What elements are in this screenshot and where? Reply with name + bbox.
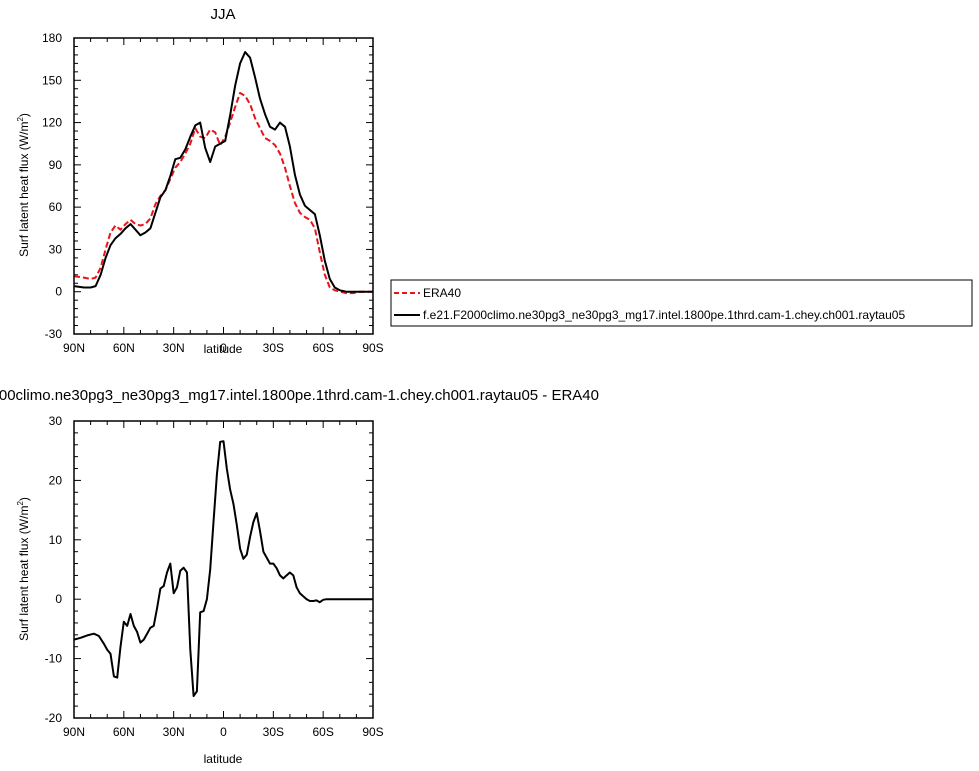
top-y-tick-label: 180: [42, 31, 62, 45]
top-x-axis-label: latitude: [204, 342, 243, 356]
top-chart-title: JJA: [210, 6, 235, 23]
bottom-y-tick-label: 30: [49, 414, 63, 428]
top-x-tick-label: 60S: [312, 341, 333, 355]
top-plot-frame: [73, 37, 374, 335]
bottom-y-tick-label: 0: [55, 592, 62, 606]
bottom-x-axis-label: latitude: [204, 752, 243, 766]
top-y-tick-label: 90: [49, 158, 63, 172]
top-y-tick-label: 60: [49, 200, 63, 214]
top-x-tick-label: 60N: [113, 341, 135, 355]
top-series-line-0: [73, 92, 373, 295]
bottom-x-tick-label: 90N: [63, 725, 85, 739]
bottom-y-tick-label: -10: [45, 652, 63, 666]
bottom-y-tick-label: 20: [49, 473, 63, 487]
top-y-tick-label: 30: [49, 242, 63, 256]
legend-label-model: f.e21.F2000climo.ne30pg3_ne30pg3_mg17.in…: [423, 308, 905, 322]
top-y-tick-label: 120: [42, 116, 62, 130]
legend-box: [390, 279, 973, 327]
legend-label-era40: ERA40: [423, 286, 461, 300]
top-series-line-1: [73, 51, 373, 293]
legend: ERA40 f.e21.F2000climo.ne30pg3_ne30pg3_m…: [390, 279, 973, 327]
bottom-series-lines: [73, 440, 373, 697]
bottom-x-tick-label: 0: [220, 725, 227, 739]
top-x-tick-label: 30S: [263, 341, 284, 355]
bottom-plot-frame: [73, 420, 374, 719]
bottom-chart-title: f.e21.F2000climo.ne30pg3_ne30pg3_mg17.in…: [0, 387, 599, 404]
top-x-tick-label: 0: [220, 341, 227, 355]
bottom-x-tick-label: 30S: [263, 725, 284, 739]
bottom-y-axis-label: Surf latent heat flux (W/m2): [16, 497, 31, 641]
bottom-x-tick-label: 60S: [312, 725, 333, 739]
top-y-axis-label: Surf latent heat flux (W/m2): [16, 113, 31, 257]
top-panel: JJA Surf latent heat flux (W/m2) latitud…: [16, 6, 384, 356]
top-x-tick-label: 90S: [362, 341, 383, 355]
bottom-series-line-0: [73, 440, 373, 697]
top-y-tick-label: -30: [45, 327, 63, 341]
top-y-tick-label: 150: [42, 73, 62, 87]
top-axis-ticks: -30 0 30 60 90 120 150 180 90N 60N 30N 0 30S 60S 90S: [42, 31, 384, 355]
top-y-tick-label: 0: [55, 285, 62, 299]
top-x-tick-label: 30N: [163, 341, 185, 355]
bottom-y-tick-label: -20: [45, 711, 63, 725]
bottom-y-tick-label: 10: [49, 533, 63, 547]
bottom-axis-ticks: -20 -10 0 10 20 30 90N 60N 30N 0 30S 60S 90S: [45, 414, 384, 739]
top-series-lines: [73, 51, 373, 295]
bottom-panel: f.e21.F2000climo.ne30pg3_ne30pg3_mg17.in…: [0, 387, 599, 766]
bottom-x-tick-label: 30N: [163, 725, 185, 739]
top-x-tick-label: 90N: [63, 341, 85, 355]
bottom-x-tick-label: 60N: [113, 725, 135, 739]
bottom-x-tick-label: 90S: [362, 725, 383, 739]
